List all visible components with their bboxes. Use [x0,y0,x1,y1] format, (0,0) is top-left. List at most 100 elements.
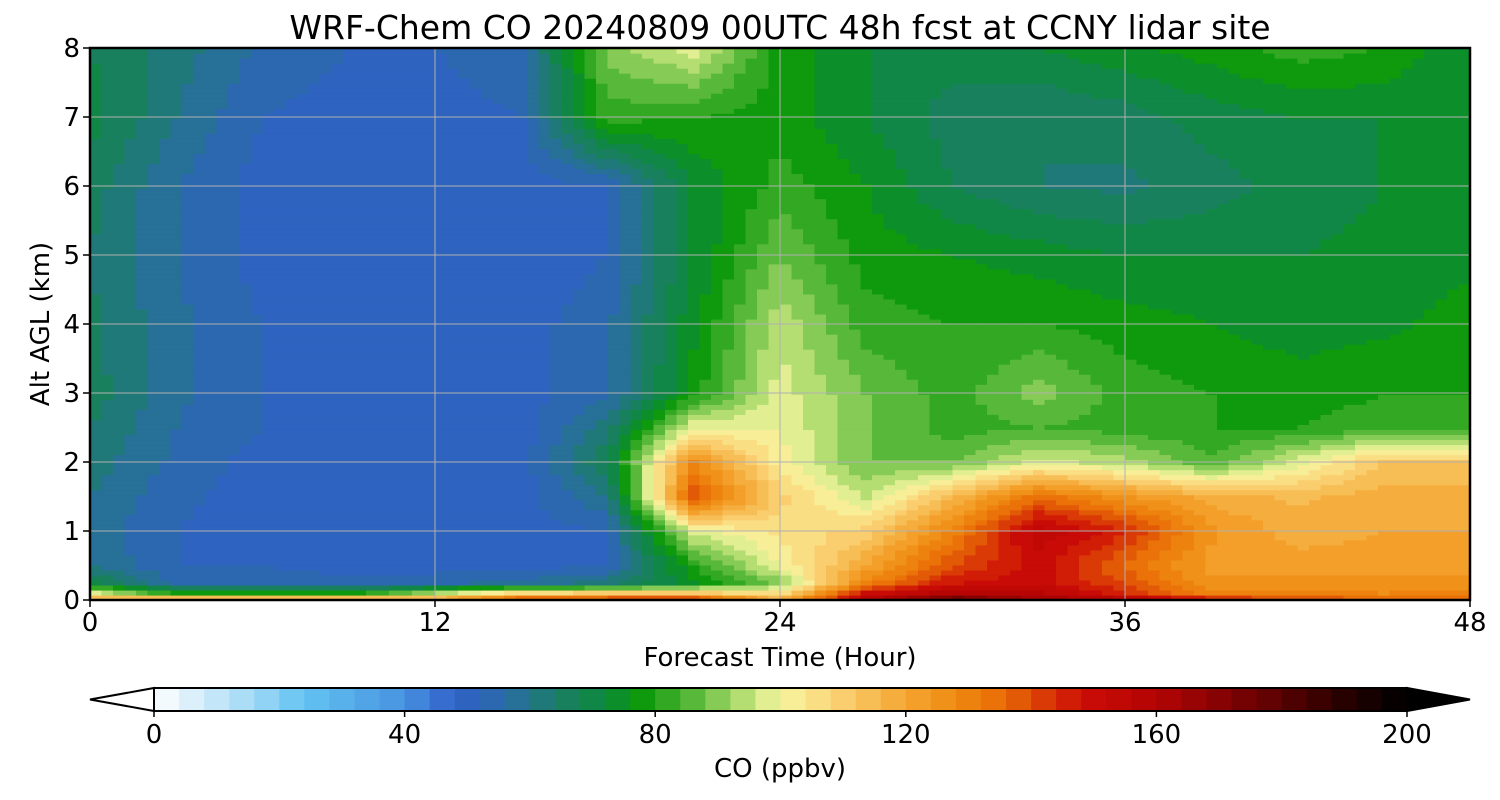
field-cell [1286,504,1299,511]
field-cell [1435,539,1448,546]
field-cell [1136,579,1149,586]
field-cell [952,594,965,601]
field-cell [228,569,241,576]
field-cell [768,444,781,451]
field-cell [124,394,137,400]
field-cell [1401,399,1414,405]
field-cell [952,444,965,451]
field-cell [1240,489,1253,496]
field-cell [688,579,701,586]
field-cell [320,574,333,581]
field-cell [262,544,275,551]
field-cell [883,414,896,420]
field-cell [113,474,126,481]
field-cell [906,544,919,551]
field-cell [389,569,402,576]
field-cell [1366,509,1379,516]
field-cell [1355,424,1368,430]
field-cell [320,519,333,526]
field-cell [952,414,965,420]
field-cell [1309,414,1322,420]
field-cell [1090,404,1103,410]
field-cell [113,494,126,501]
field-cell [860,529,873,536]
field-cell [1010,519,1023,526]
field-cell [952,549,965,556]
field-cell [688,549,701,556]
field-cell [1263,444,1276,451]
field-cell [1148,504,1161,511]
field-cell [412,429,425,435]
field-cell [688,544,701,551]
field-cell [1148,479,1161,486]
field-cell [216,539,229,546]
field-cell [101,404,114,410]
field-cell [757,469,770,476]
field-cell [757,389,770,395]
field-cell [1401,409,1414,415]
field-cell [1228,529,1241,536]
field-cell [1343,439,1356,446]
field-cell [837,529,850,536]
field-cell [803,594,816,601]
field-cell [1412,439,1425,446]
field-cell [872,544,885,551]
field-cell [216,484,229,491]
field-cell [630,564,643,571]
field-cell [1366,424,1379,430]
field-cell [1194,399,1207,405]
field-cell [1171,564,1184,571]
field-cell [964,399,977,405]
field-cell [504,474,517,481]
field-cell [941,499,954,506]
field-cell [665,454,678,461]
field-cell [331,494,344,501]
field-cell [584,404,597,410]
field-cell [504,529,517,536]
field-cell [400,474,413,481]
field-cell [791,454,804,461]
field-cell [1010,484,1023,491]
field-cell [343,454,356,461]
field-cell [1332,564,1345,571]
field-cell [400,574,413,581]
field-cell [987,489,1000,496]
field-cell [1424,439,1437,446]
field-cell [975,429,988,435]
field-cell [745,519,758,526]
field-cell [400,539,413,546]
field-cell [343,429,356,435]
field-cell [1079,584,1092,591]
field-cell [584,559,597,566]
field-cell [1171,519,1184,526]
field-cell [90,419,103,425]
field-cell [745,454,758,461]
field-cell [1044,529,1057,536]
field-cell [251,544,264,551]
field-cell [1079,524,1092,531]
field-cell [113,509,126,516]
field-cell [826,509,839,516]
field-cell [1343,419,1356,425]
field-cell [688,479,701,486]
field-cell [389,539,402,546]
field-cell [228,524,241,531]
field-cell [780,449,793,456]
field-cell [1240,509,1253,516]
field-cell [274,554,287,561]
field-cell [159,424,172,430]
field-cell [446,404,459,410]
field-cell [377,544,390,551]
field-cell [1412,559,1425,566]
field-cell [768,449,781,456]
field-cell [1067,504,1080,511]
field-cell [745,414,758,420]
field-cell [412,534,425,541]
field-cell [308,504,321,511]
field-cell [676,579,689,586]
field-cell [814,444,827,451]
field-cell [205,429,218,435]
field-cell [435,584,448,591]
field-cell [1033,534,1046,541]
field-cell [1079,399,1092,405]
